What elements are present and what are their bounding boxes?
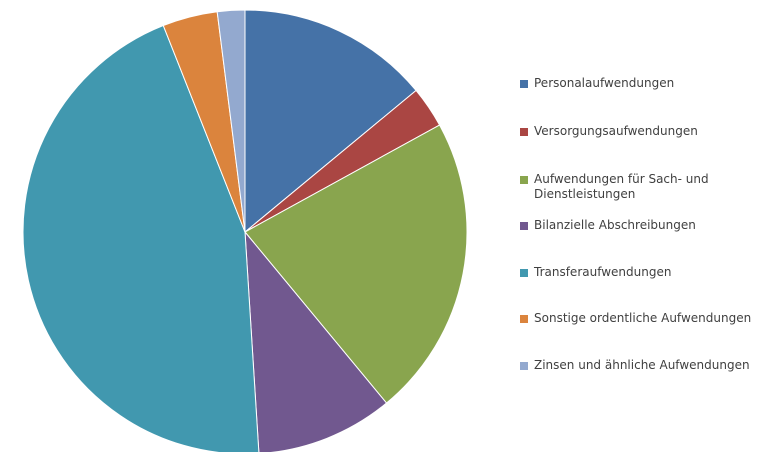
legend-item: Versorgungsaufwendungen (520, 124, 698, 139)
legend-swatch (520, 269, 528, 277)
legend-label: Transferaufwendungen (534, 265, 672, 279)
legend-swatch (520, 176, 528, 184)
legend-item: Sonstige ordentliche Aufwendungen (520, 311, 751, 326)
legend-item: Bilanzielle Abschreibungen (520, 218, 696, 233)
legend-label: Versorgungsaufwendungen (534, 124, 698, 138)
legend-label: Aufwendungen für Sach- und Dienstleistun… (534, 172, 709, 201)
pie-slice (244, 124, 468, 404)
pie-chart (22, 9, 468, 452)
pie-slice (244, 230, 388, 452)
legend-swatch (520, 315, 528, 323)
legend-swatch (520, 80, 528, 88)
legend-item: Transferaufwendungen (520, 265, 671, 280)
legend-swatch (520, 362, 528, 370)
legend-label: Zinsen und ähnliche Aufwendungen (534, 358, 750, 372)
legend-item: Personalaufwendungen (520, 76, 674, 91)
legend-label: Bilanzielle Abschreibungen (534, 218, 696, 232)
legend-item: Aufwendungen für Sach- und Dienstleistun… (520, 172, 720, 202)
legend-item: Zinsen und ähnliche Aufwendungen (520, 358, 750, 373)
legend-label: Personalaufwendungen (534, 76, 675, 90)
pie-slice (244, 9, 417, 234)
pie-slice (216, 9, 246, 233)
legend-label: Sonstige ordentliche Aufwendungen (534, 311, 752, 325)
legend-swatch (520, 128, 528, 136)
pie-slice (22, 24, 260, 452)
legend-swatch (520, 222, 528, 230)
